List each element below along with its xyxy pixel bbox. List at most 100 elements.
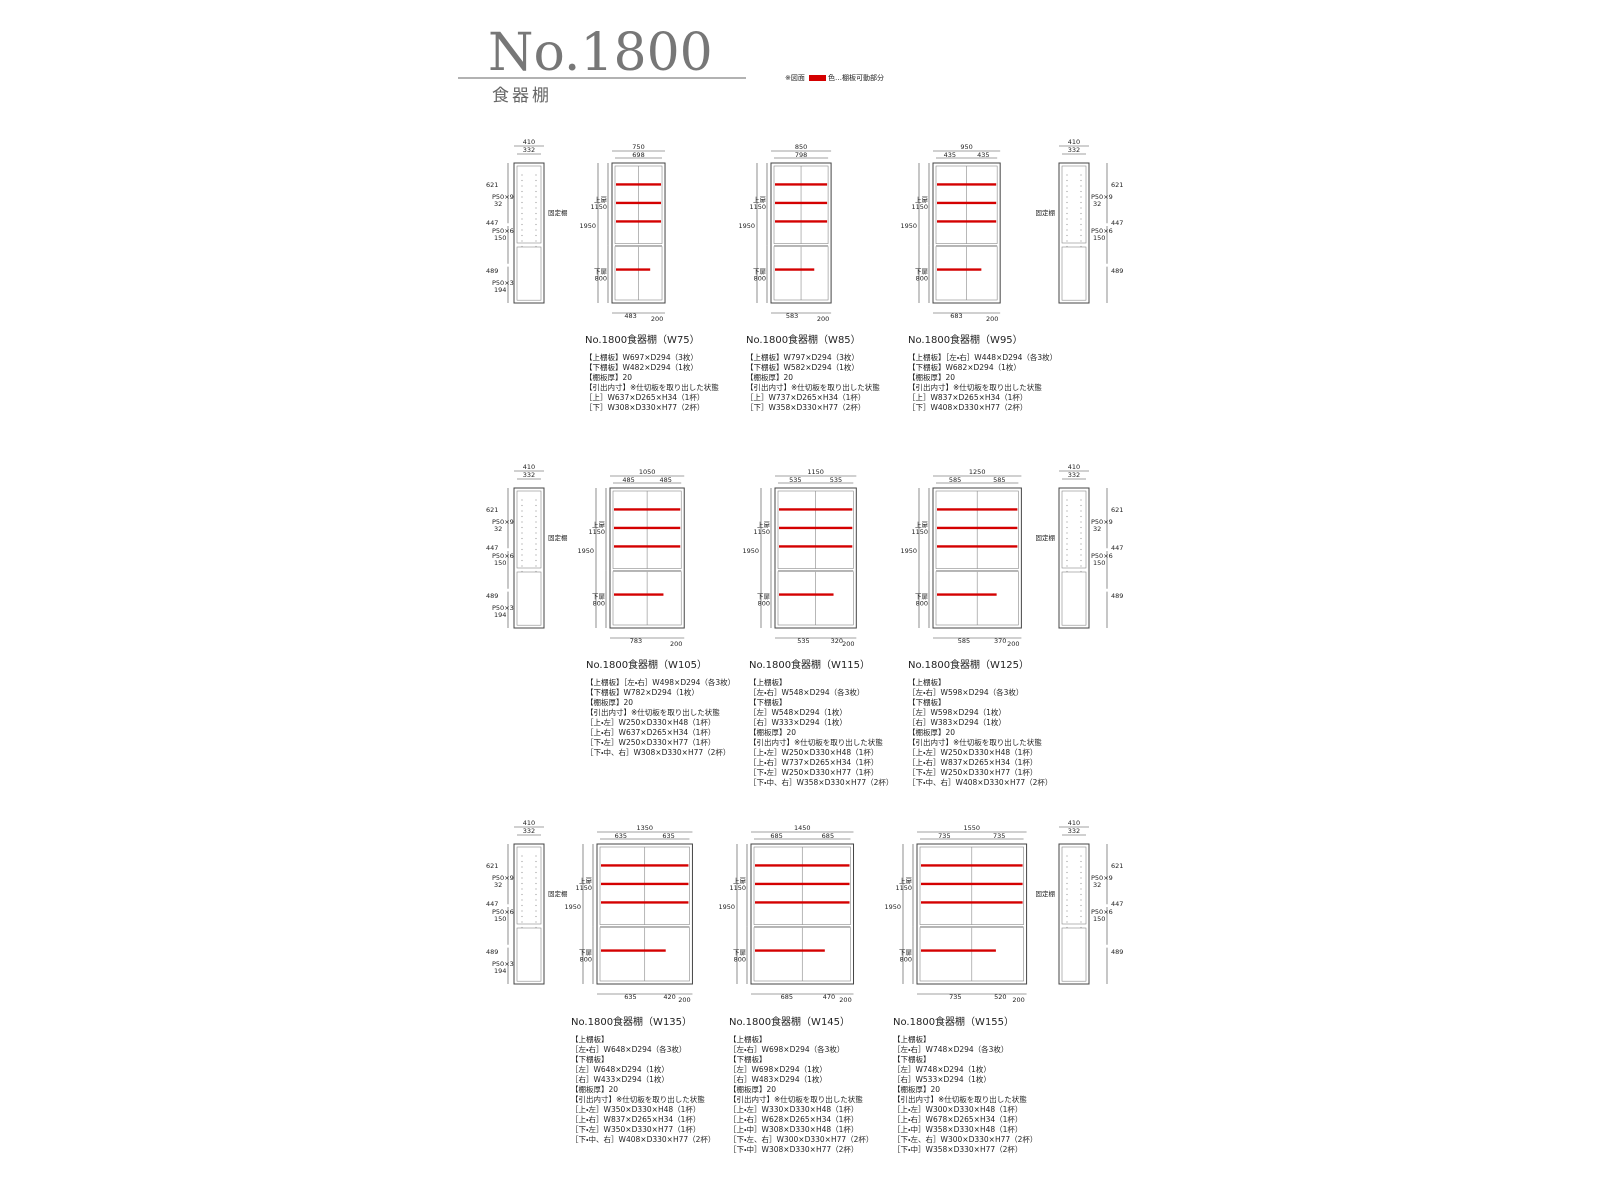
height-dim: 489 (1111, 267, 1123, 275)
page-subtitle: 食器棚 (492, 86, 552, 106)
width-dim: 1350 (636, 824, 653, 832)
shelf-pin-hole (521, 179, 523, 182)
inner-width-dim: 535 (789, 476, 801, 484)
height-dim: 1950 (884, 903, 901, 911)
lower-door-label: 下扉 (594, 267, 608, 275)
shelf-pin-hole (521, 229, 523, 231)
spec-line: 【下棚板】W582×D294（1枚） (746, 362, 859, 372)
height-dim: 1950 (564, 903, 581, 911)
shelf-pin-hole (521, 207, 523, 209)
shelf-pin-hole (535, 537, 537, 540)
shelf-pin-hole (1066, 893, 1068, 896)
pitch-count: 32 (494, 200, 502, 208)
inner-width-dim: 685 (822, 832, 834, 840)
spec-line: ［下］W308×D330×H77（2杯） (585, 402, 704, 412)
shelf-pin-hole (521, 554, 523, 556)
inner-width-dim: 698 (632, 151, 644, 159)
spec-line: 【引出内寸】※仕切板を取り出した状態 (585, 382, 719, 392)
lower-door-label: 下扉 (915, 267, 929, 275)
shelf-pin-hole (1080, 174, 1082, 176)
height-dim: 1950 (718, 903, 735, 911)
spec-line: ［上］W637×D265×H34（1杯） (585, 392, 704, 402)
inner-width-dim: 435 (977, 151, 989, 159)
spec-line: ［上・左］W300×D330×H48（1杯） (893, 1104, 1022, 1114)
shelf-pin-hole (1066, 185, 1068, 187)
height-dim: 489 (486, 592, 498, 600)
spec-line: 【棚板厚】20 (749, 727, 796, 737)
spec-line: ［下・左、右］W300×D330×H77（2杯） (893, 1134, 1037, 1144)
upper-height-dim: 1150 (895, 884, 912, 892)
fixed-shelf-label: 固定棚 (1036, 889, 1056, 898)
shelf-pin-hole (1080, 565, 1082, 567)
bottom-dim: 535 (797, 637, 809, 645)
shelf-pin-hole (1080, 543, 1082, 545)
upper-door-label: 上扉 (592, 520, 606, 529)
shelf-pin-hole (1080, 223, 1082, 226)
height-dim: 621 (486, 181, 498, 189)
upper-height-dim: 1150 (575, 884, 592, 892)
shelf-pin-hole (1080, 526, 1082, 529)
bottom-dim: 320 (831, 637, 843, 645)
shelf-pin-hole (521, 521, 523, 523)
side-view-outline (513, 162, 545, 304)
bottom-dim: 200 (1012, 996, 1024, 1004)
spec-line: ［左］W548×D294（1枚） (749, 707, 847, 717)
bottom-dim: 520 (994, 993, 1006, 1001)
shelf-pin-hole (1066, 190, 1068, 193)
shelf-pin-hole (1066, 504, 1068, 507)
spec-line: ［上・中］W358×D330×H48（1杯） (893, 1124, 1022, 1134)
inner-width-dim: 535 (830, 476, 842, 484)
spec-line: ［右］W433×D294（1枚） (571, 1074, 669, 1084)
spec-line: 【引出内寸】※仕切板を取り出した状態 (908, 382, 1042, 392)
pitch-count: 32 (494, 881, 502, 889)
shelf-pin-hole (1066, 532, 1068, 534)
shelf-pin-hole (535, 570, 537, 573)
side-view-outline (1058, 162, 1090, 304)
shelf-pin-hole (521, 877, 523, 879)
pitch-label: P50×9 (1091, 518, 1113, 526)
shelf-pin-hole (1066, 201, 1068, 204)
shelf-pin-hole (535, 229, 537, 231)
height-dim: 1950 (742, 547, 759, 555)
width-dim: 1150 (807, 468, 824, 476)
shelf-pin-hole (521, 190, 523, 193)
shelf-pin-hole (1066, 871, 1068, 874)
height-dim: 621 (1111, 506, 1123, 514)
shelf-pin-hole (521, 871, 523, 874)
inner-dim: 332 (523, 471, 535, 479)
spec-line: 【引出内寸】※仕切板を取り出した状態 (729, 1094, 863, 1104)
shelf-pin-hole (535, 218, 537, 220)
shelf-pin-hole (1066, 179, 1068, 182)
product-name: No.1800食器棚（W75） (585, 333, 700, 346)
spec-line: ［左］W598×D294（1枚） (908, 707, 1006, 717)
shelf-pin-hole (521, 855, 523, 857)
shelf-pin-hole (535, 855, 537, 857)
inner-dim: 332 (523, 827, 535, 835)
inner-width-dim: 485 (622, 476, 634, 484)
height-dim: 489 (1111, 948, 1123, 956)
shelf-pin-hole (535, 504, 537, 507)
shelf-pin-hole (521, 915, 523, 918)
spec-line: 【棚板厚】20 (586, 697, 633, 707)
upper-door-label: 上扉 (757, 520, 771, 529)
spec-line: ［下・左］W250×D330×H77（1杯） (908, 767, 1037, 777)
product-name: No.1800食器棚（W135） (571, 1015, 692, 1028)
inner-width-dim: 735 (938, 832, 950, 840)
inner-width-dim: 585 (949, 476, 961, 484)
spec-line: 【引出内寸】※仕切板を取り出した状態 (571, 1094, 705, 1104)
lower-height-dim: 800 (734, 955, 746, 963)
shelf-pin-hole (535, 190, 537, 193)
spec-line: 【上棚板】W697×D294（3枚） (585, 352, 698, 362)
shelf-pin-hole (1080, 504, 1082, 507)
height-dim: 447 (486, 900, 498, 908)
fixed-shelf-label: 固定棚 (548, 889, 568, 898)
shelf-pin-hole (521, 532, 523, 534)
shelf-pin-hole (1080, 537, 1082, 540)
spec-line: ［上・中］W308×D330×H48（1杯） (729, 1124, 858, 1134)
shelf-pin-hole (521, 515, 523, 518)
side-view-inner (1061, 165, 1087, 244)
spec-line: 【引出内寸】※仕切板を取り出した状態 (749, 737, 883, 747)
spec-line: ［上・右］W678×D265×H34（1杯） (893, 1114, 1022, 1124)
spec-line: ［上］W837×D265×H34（1杯） (908, 392, 1027, 402)
